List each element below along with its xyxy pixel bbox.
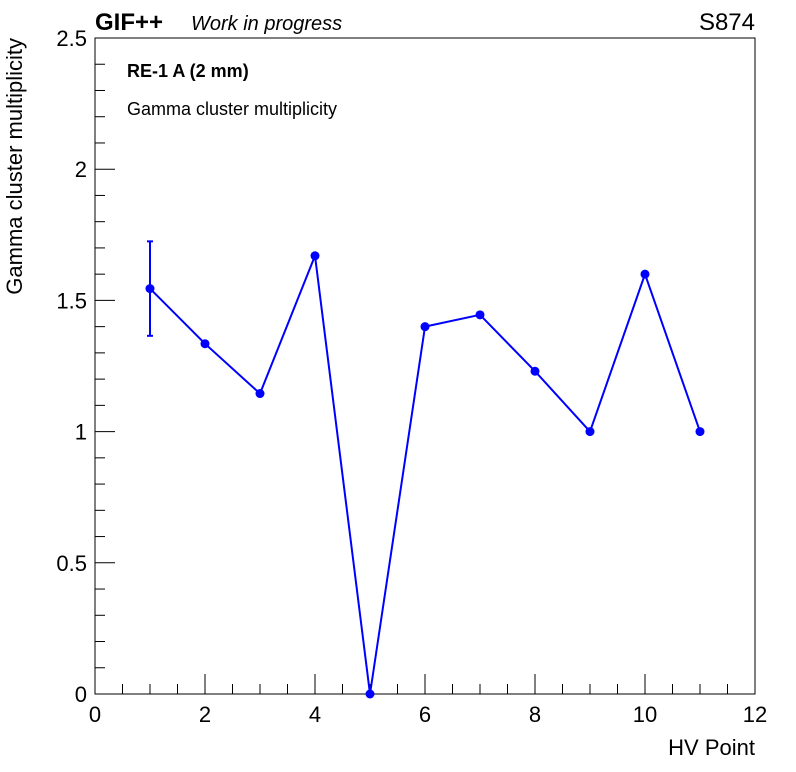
x-tick-label: 4 [309, 702, 321, 727]
status-label: Work in progress [191, 13, 342, 35]
data-point [200, 339, 210, 349]
x-tick-label: 2 [199, 702, 211, 727]
y-tick-label: 0.5 [56, 551, 87, 576]
data-point [365, 689, 375, 699]
legend-title: RE-1 A (2 mm) [127, 61, 249, 81]
axis-ticks [94, 37, 756, 695]
data-point [475, 310, 485, 320]
series-line [149, 255, 701, 695]
data-point [255, 389, 265, 399]
x-tick-label: 10 [633, 702, 657, 727]
plot-frame [94, 37, 756, 695]
x-tick-label: 0 [89, 702, 101, 727]
y-tick-label: 1 [75, 420, 87, 445]
data-series [145, 240, 705, 699]
data-point [310, 251, 320, 261]
x-tick-label: 12 [743, 702, 767, 727]
y-tick-label: 0 [75, 682, 87, 707]
data-point [585, 427, 595, 437]
data-point [420, 322, 430, 332]
y-tick-label: 2 [75, 157, 87, 182]
data-point [695, 427, 705, 437]
data-point [530, 366, 540, 376]
y-axis-title: Gamma cluster multiplicity [2, 38, 27, 295]
y-tick-label: 1.5 [56, 288, 87, 313]
x-axis-title: HV Point [668, 735, 755, 760]
legend-entry: Gamma cluster multiplicity [127, 99, 337, 119]
x-tick-label: 6 [419, 702, 431, 727]
x-tick-label: 8 [529, 702, 541, 727]
experiment-label: GIF++ [95, 9, 163, 36]
y-tick-label: 2.5 [56, 26, 87, 51]
data-point [145, 284, 155, 294]
data-point [640, 269, 650, 279]
run-label: S874 [699, 9, 755, 36]
axis-tick-labels: 0 2 4 6 8 10 12 0 0.5 1 1.5 2 2.5 [56, 26, 767, 727]
